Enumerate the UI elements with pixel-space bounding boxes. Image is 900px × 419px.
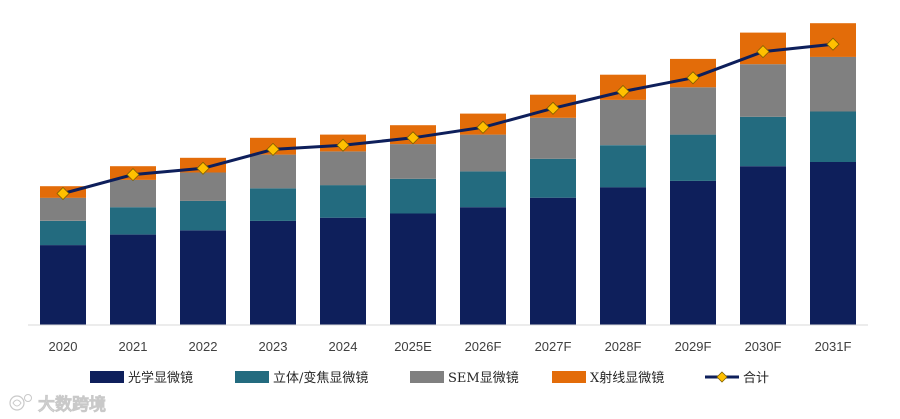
total-line-group (56, 37, 840, 201)
bar-segment-2-8 (600, 99, 646, 146)
legend-marker-icon (716, 371, 728, 383)
bar-segment-1-6 (460, 171, 506, 208)
bar-segment-0-9 (670, 180, 716, 325)
watermark-text: 大数跨境 (38, 394, 106, 415)
bar-segment-0-0 (40, 245, 86, 325)
bar-segment-2-3 (250, 154, 296, 189)
total-marker-3 (266, 142, 280, 156)
total-marker-10 (756, 45, 770, 59)
bar-segment-1-7 (530, 158, 576, 198)
x-tick-label: 2021 (119, 339, 148, 354)
total-marker-6 (476, 120, 490, 134)
bar-segment-1-8 (600, 145, 646, 188)
total-marker-4 (336, 138, 350, 152)
bar-segment-0-5 (390, 213, 436, 325)
legend-label: 立体/变焦显微镜 (273, 370, 368, 386)
bar-segment-1-11 (810, 111, 856, 162)
total-marker-8 (616, 84, 630, 99)
bar-segment-0-6 (460, 207, 506, 325)
total-marker-2 (196, 161, 210, 175)
x-tick-label: 2020 (49, 339, 78, 354)
bar-segment-2-11 (810, 56, 856, 112)
total-marker-7 (546, 101, 560, 115)
bar-segment-1-2 (180, 200, 226, 231)
total-marker-5 (406, 131, 420, 145)
watermark: 大数跨境 (9, 394, 106, 415)
bars-group (40, 23, 856, 325)
legend-swatch-3 (552, 371, 586, 383)
total-marker-0 (56, 186, 70, 201)
bar-segment-0-4 (320, 217, 366, 325)
legend-label: SEM显微镜 (448, 371, 519, 386)
bar-segment-2-9 (670, 87, 716, 135)
watermark-logo-icon (9, 394, 32, 411)
bar-segment-2-5 (390, 144, 436, 179)
bar-segment-0-1 (110, 234, 156, 325)
bar-segment-0-7 (530, 197, 576, 325)
bar-segment-1-5 (390, 178, 436, 214)
x-tick-label: 2030F (745, 339, 782, 354)
legend: 光学显微镜 立体/变焦显微镜 SEM显微镜 X射线显微镜 合计 (90, 370, 769, 386)
bar-segment-1-4 (320, 185, 366, 218)
bar-segment-2-1 (110, 179, 156, 208)
legend-label: 合计 (743, 371, 769, 386)
bar-segment-2-6 (460, 134, 506, 172)
total-marker-11 (826, 37, 840, 51)
total-marker-9 (686, 71, 700, 85)
legend-swatch-0 (90, 371, 124, 383)
bar-segment-1-9 (670, 134, 716, 181)
x-tick-label: 2024 (329, 339, 358, 354)
bar-segment-0-8 (600, 187, 646, 325)
x-tick-label: 2026F (465, 339, 502, 354)
x-tick-labels: 2020 2021 2022 2023 2024 2025E 2026F 2027F 2028F… (49, 339, 852, 354)
bar-segment-1-10 (740, 116, 786, 167)
x-tick-label: 2029F (675, 339, 712, 354)
bar-segment-1-3 (250, 188, 296, 221)
x-tick-label: 2023 (259, 339, 288, 354)
bar-segment-0-3 (250, 220, 296, 325)
bar-segment-2-4 (320, 151, 366, 186)
bar-segment-2-10 (740, 64, 786, 117)
bar-segment-0-2 (180, 230, 226, 325)
x-tick-label: 2028F (605, 339, 642, 354)
total-line (62, 42, 834, 195)
legend-swatch-2 (410, 371, 444, 383)
legend-swatch-1 (235, 371, 269, 383)
legend-label: X射线显微镜 (590, 370, 664, 386)
x-tick-label: 2025E (394, 339, 432, 354)
bar-segment-2-2 (180, 172, 226, 201)
x-tick-label: 2027F (535, 339, 572, 354)
bar-segment-1-0 (40, 220, 86, 246)
x-tick-label: 2031F (815, 339, 852, 354)
bar-segment-2-0 (40, 197, 86, 221)
bar-segment-0-10 (740, 166, 786, 325)
bar-segment-0-11 (810, 162, 856, 325)
x-tick-label: 2022 (189, 339, 218, 354)
legend-label: 光学显微镜 (128, 370, 193, 386)
total-marker-1 (126, 168, 140, 182)
bar-segment-1-1 (110, 207, 156, 235)
bar-segment-2-7 (530, 117, 576, 159)
